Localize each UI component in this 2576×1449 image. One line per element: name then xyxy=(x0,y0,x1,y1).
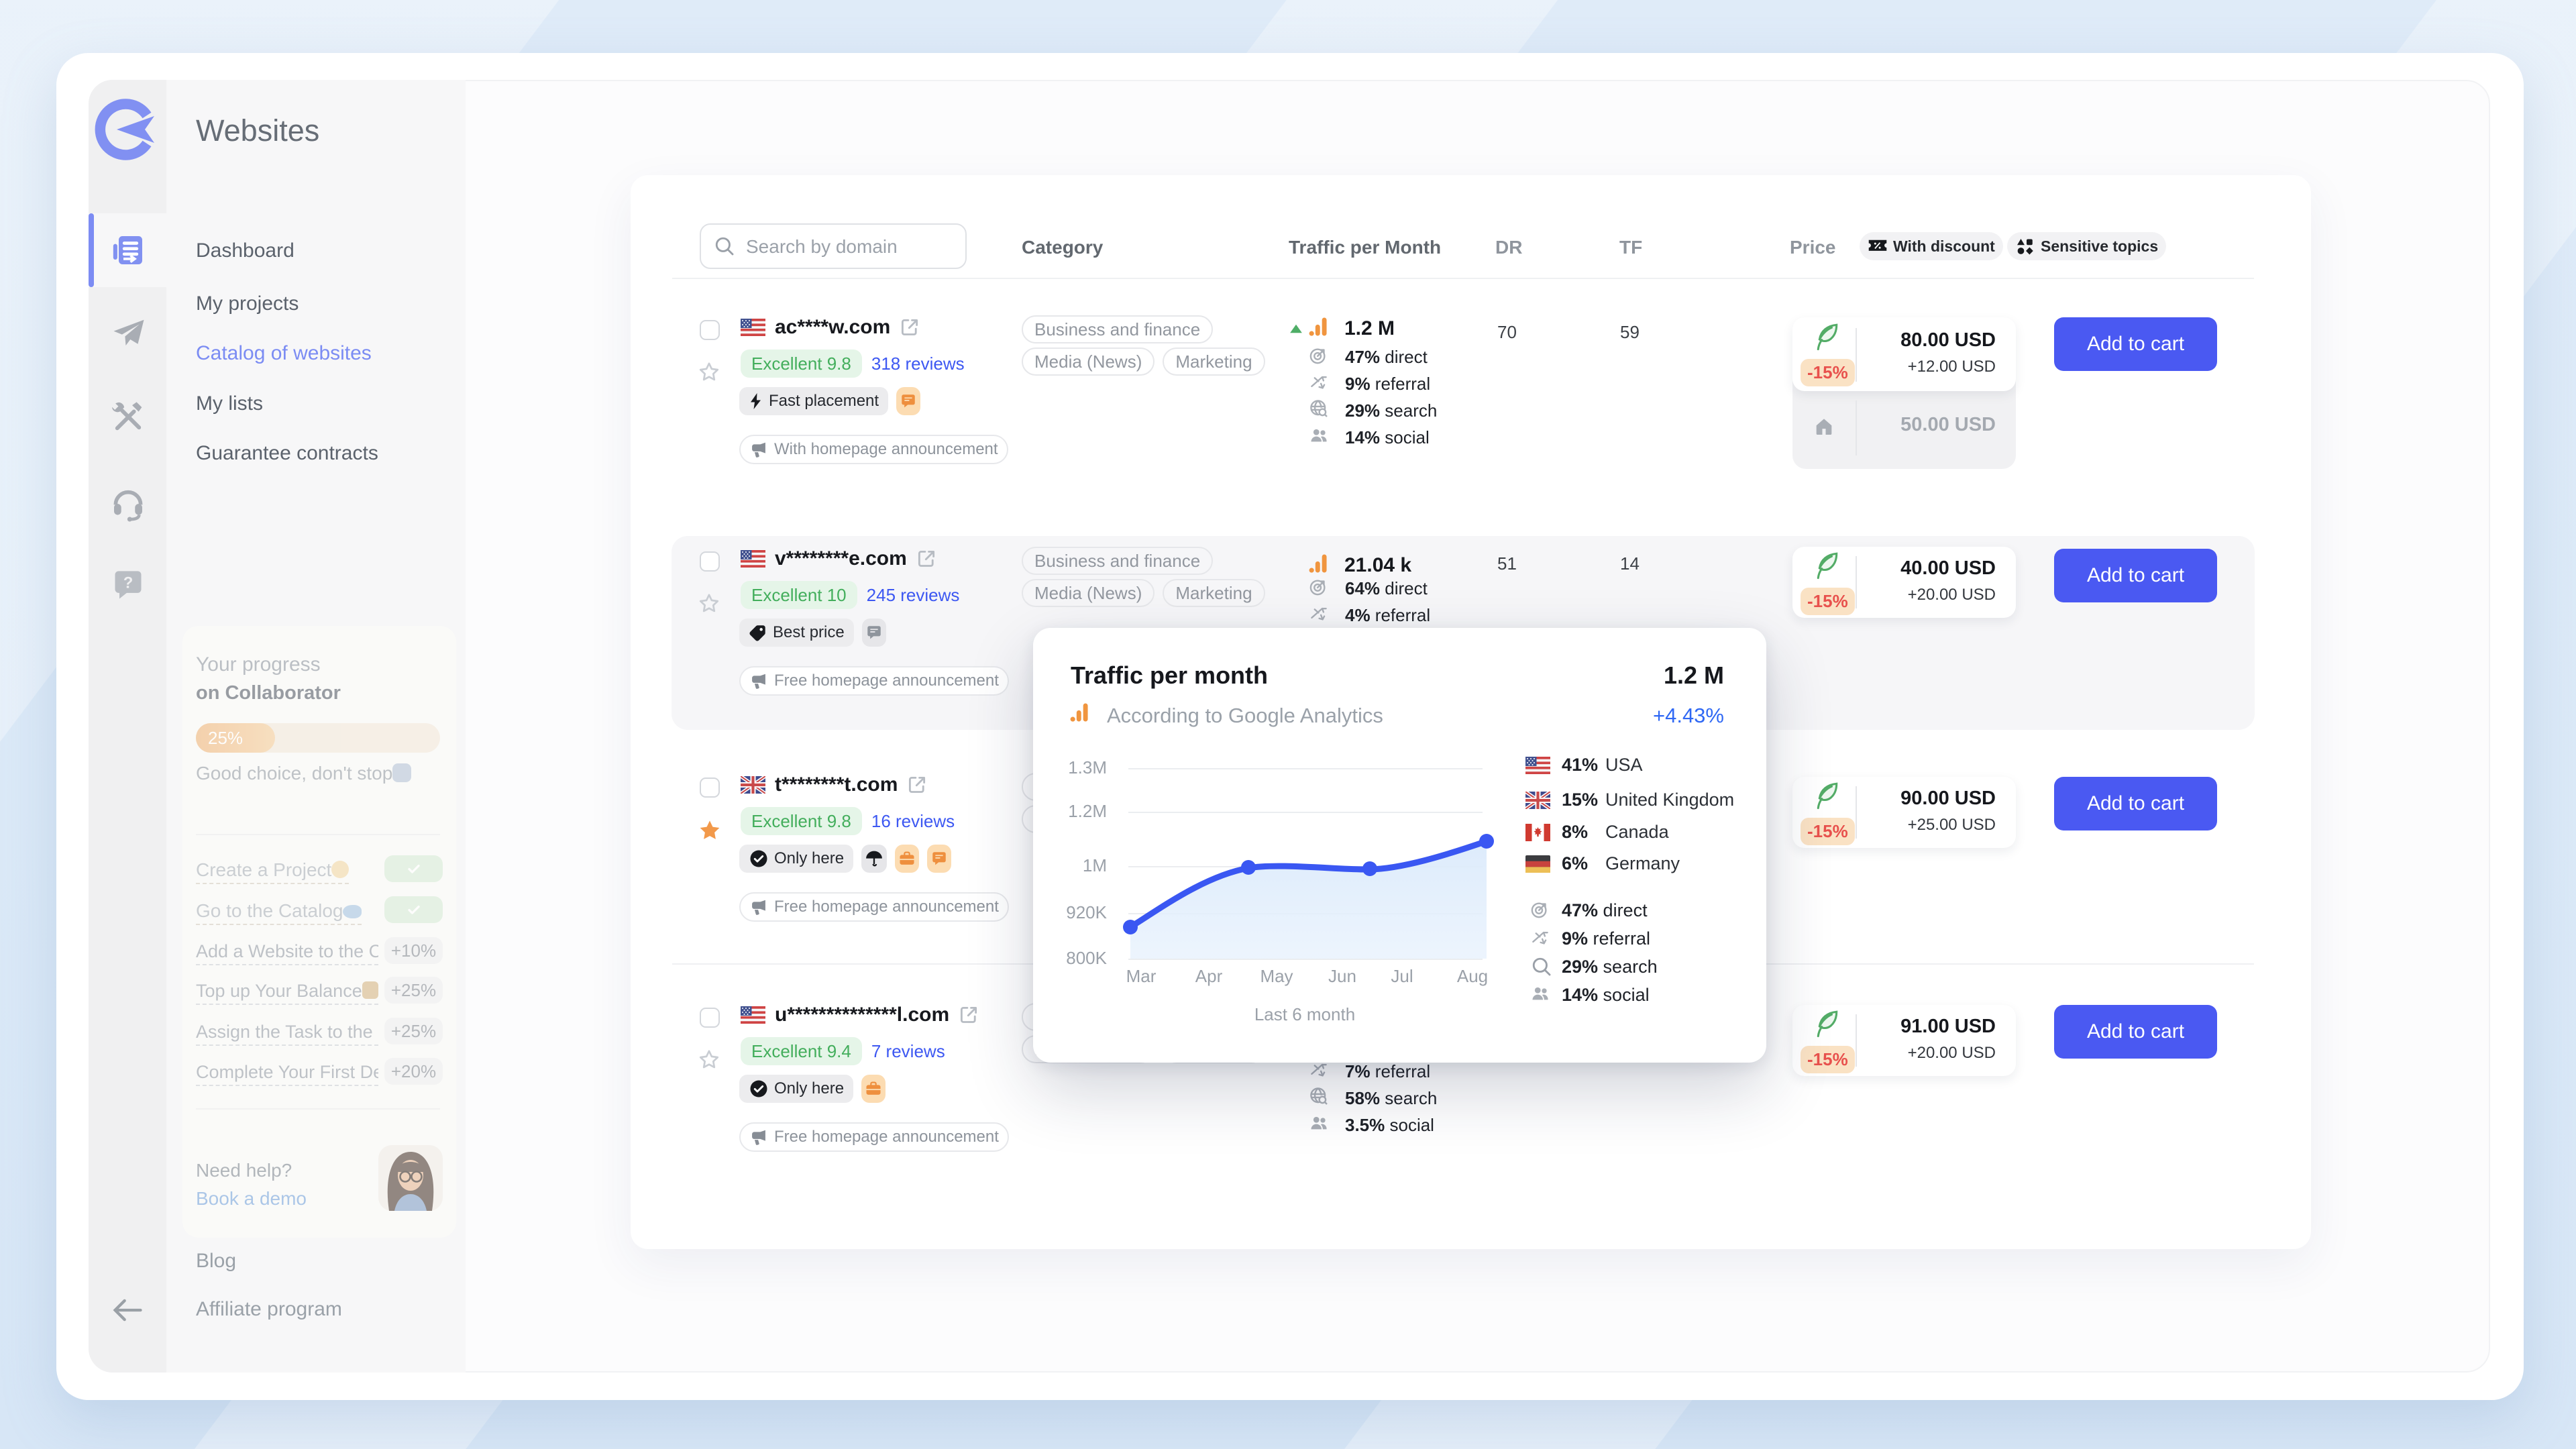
svg-text:?: ? xyxy=(123,574,133,592)
